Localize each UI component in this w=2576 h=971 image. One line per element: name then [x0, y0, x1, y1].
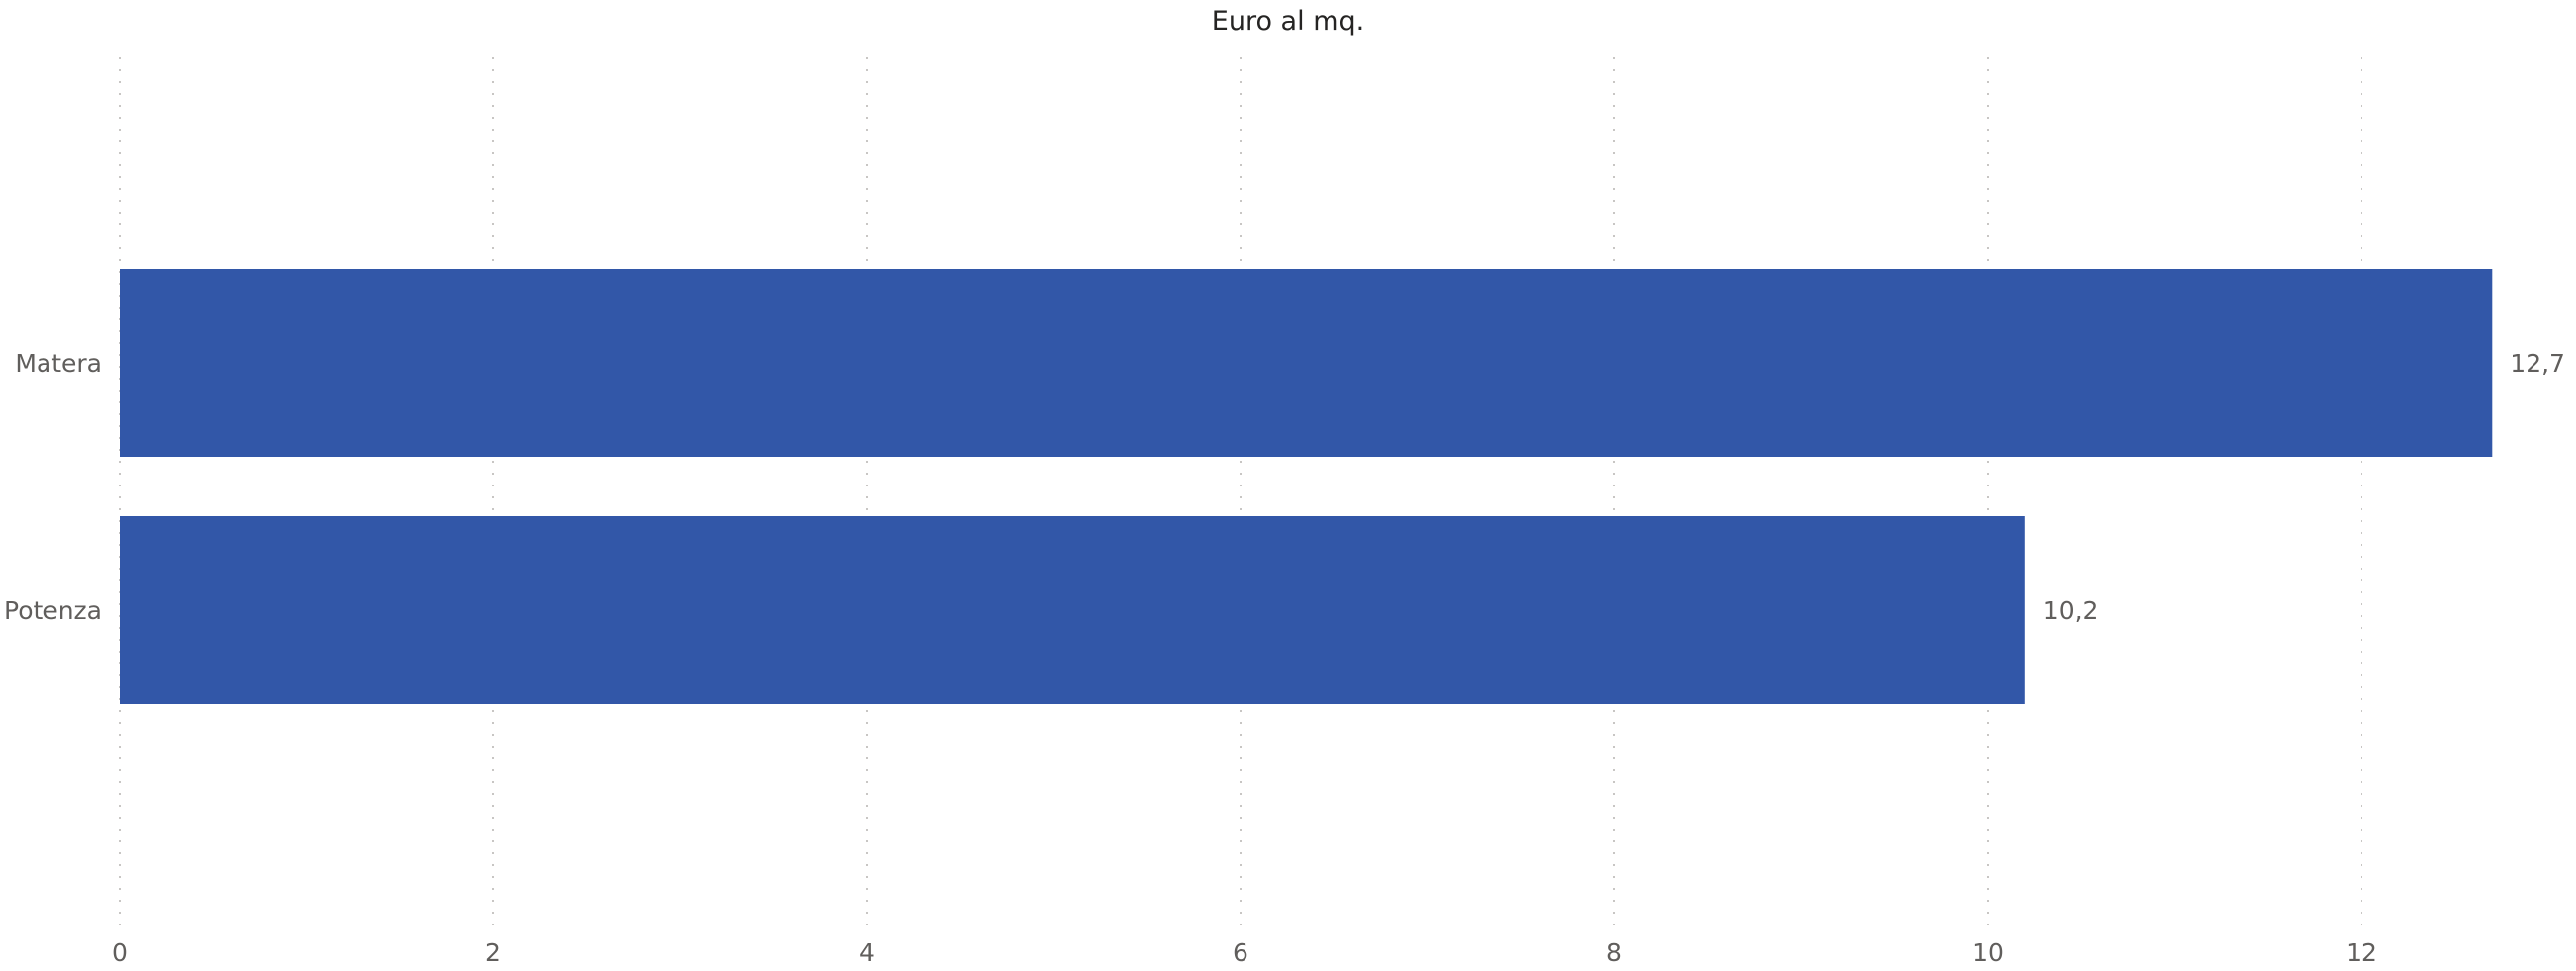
- category-label-potenza: Potenza: [4, 596, 102, 625]
- x-tick-label-6: 12: [2346, 938, 2377, 967]
- x-tick-label-5: 10: [1972, 938, 2004, 967]
- x-tick-label-3: 6: [1233, 938, 1248, 967]
- chart-title: Euro al mq.: [1212, 6, 1364, 37]
- x-tick-label-2: 4: [859, 938, 875, 967]
- bars: [120, 269, 2493, 704]
- gridlines: [119, 57, 2362, 925]
- x-tick-label-4: 8: [1606, 938, 1622, 967]
- x-tick-label-1: 2: [485, 938, 501, 967]
- bar-matera[interactable]: [120, 269, 2493, 457]
- x-tick-label-0: 0: [112, 938, 128, 967]
- category-label-matera: Matera: [15, 349, 102, 378]
- data-label-potenza: 10,2: [2043, 596, 2099, 625]
- labels: 0 2 4 6 8 10 12 Matera 12,7 Potenza 10,2: [4, 349, 2565, 967]
- data-label-matera: 12,7: [2510, 349, 2565, 378]
- bar-potenza[interactable]: [120, 516, 2025, 704]
